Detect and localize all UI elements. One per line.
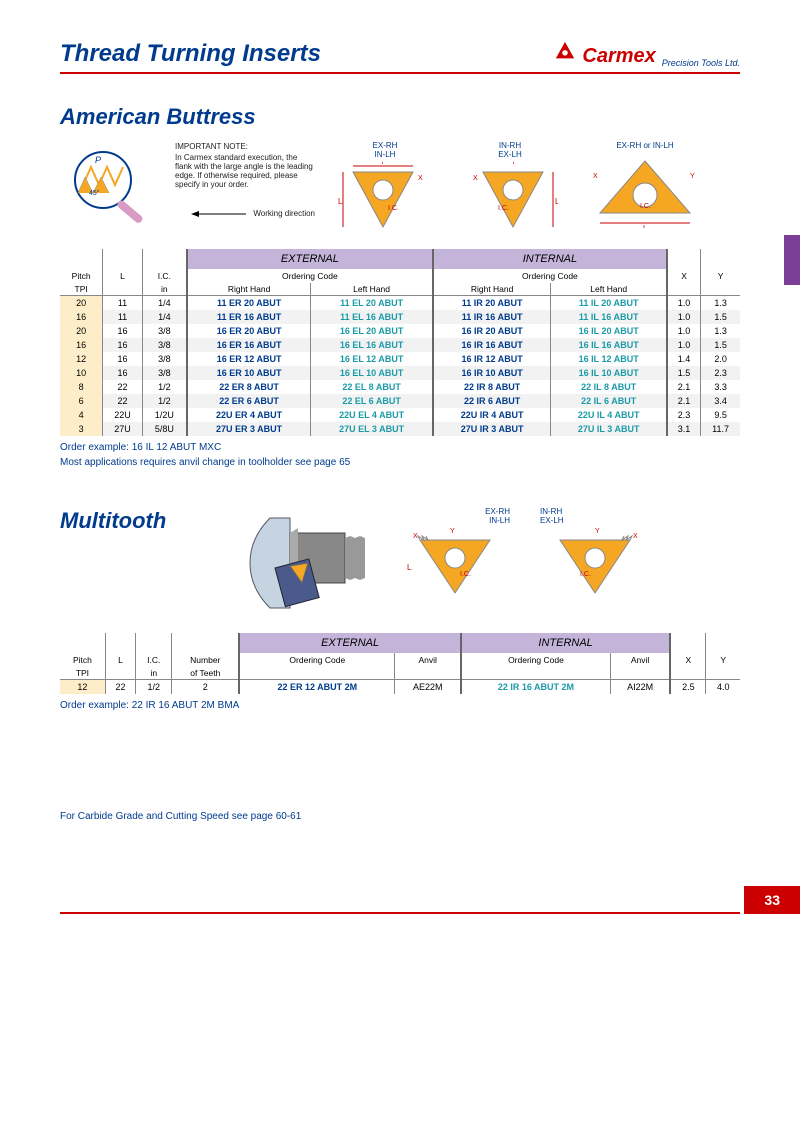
note-body: In Carmex standard execution, the flank … — [175, 153, 315, 189]
catalog-page: Thread Turning Inserts Carmex Precision … — [0, 0, 800, 914]
multi-insert-inrh: IN-RHEX-LH X Y I.C. — [540, 508, 650, 603]
table-american-buttress: EXTERNAL INTERNAL Pitch L I.C. Ordering … — [60, 249, 740, 436]
table-row: 8221/222 ER 8 ABUT22 EL 8 ABUT22 IR 8 AB… — [60, 380, 740, 394]
svg-text:L: L — [338, 197, 343, 206]
svg-text:I.C.: I.C. — [460, 571, 471, 578]
hdr-tpi: TPI — [60, 283, 103, 296]
diag-label: IN-RHEX-LH — [498, 141, 522, 159]
hdr-ic: I.C. — [142, 269, 187, 283]
hdr-blank — [701, 249, 740, 269]
magnifier-diagram: P 45° — [60, 142, 160, 232]
hdr-external: EXTERNAL — [187, 249, 433, 269]
hdr-order: Ordering Code — [187, 269, 433, 283]
multi-insert-exrh: EX-RHIN-LH L X Y I.C. — [400, 508, 510, 603]
svg-text:Y: Y — [380, 162, 385, 166]
hdr-x: X — [667, 269, 701, 283]
hdr-blank — [103, 249, 143, 269]
table-row: 12 22 1/2 2 22 ER 12 ABUT 2M AE22M 22 IR… — [60, 680, 740, 695]
working-direction-label: Working direction — [175, 209, 315, 218]
hdr-external: EXTERNAL — [239, 633, 461, 653]
hdr-in: in — [142, 283, 187, 296]
svg-text:I.C.: I.C. — [388, 205, 399, 212]
diag-label: EX-RH or IN-LH — [616, 141, 673, 150]
svg-text:X: X — [593, 173, 598, 180]
hdr-lh: Left Hand — [551, 283, 667, 296]
table-row: 20111/411 ER 20 ABUT11 EL 20 ABUT11 IR 2… — [60, 296, 740, 311]
page-title: Thread Turning Inserts — [60, 40, 321, 68]
brand-sub: Precision Tools Ltd. — [662, 58, 740, 68]
svg-text:X: X — [633, 533, 638, 540]
hdr-pitch: Pitch — [60, 269, 103, 283]
brand-logo: Carmex Precision Tools Ltd. — [554, 40, 740, 68]
svg-text:L: L — [407, 563, 412, 572]
hdr-internal: INTERNAL — [461, 633, 670, 653]
page-header: Thread Turning Inserts Carmex Precision … — [60, 40, 740, 74]
table-row: 20163/816 ER 20 ABUT16 EL 20 ABUT16 IR 2… — [60, 324, 740, 338]
svg-text:X: X — [413, 533, 418, 540]
svg-text:I.C.: I.C. — [640, 203, 651, 210]
hdr-rh: Right Hand — [187, 283, 311, 296]
table-row: 10163/816 ER 10 ABUT16 EL 10 ABUT16 IR 1… — [60, 366, 740, 380]
svg-text:45°: 45° — [89, 189, 100, 197]
hdr-rh: Right Hand — [433, 283, 551, 296]
svg-text:X: X — [418, 175, 423, 182]
svg-text:Y: Y — [595, 528, 600, 535]
table-row: 327U5/8U27U ER 3 ABUT27U EL 3 ABUT27U IR… — [60, 422, 740, 436]
hdr-internal: INTERNAL — [433, 249, 667, 269]
table-row: 6221/222 ER 6 ABUT22 EL 6 ABUT22 IR 6 AB… — [60, 394, 740, 408]
hdr-blank — [142, 249, 187, 269]
hdr-order: Ordering Code — [433, 269, 667, 283]
hdr-y: Y — [701, 269, 740, 283]
order-example-1: Order example: 16 IL 12 ABUT MXC — [60, 442, 740, 453]
table-row: 12163/816 ER 12 ABUT16 EL 12 ABUT16 IR 1… — [60, 352, 740, 366]
insert-diagram-exrh-inlh: EX-RHIN-LH L Y I.C. X — [330, 142, 440, 237]
hdr-lh: Left Hand — [311, 283, 433, 296]
section-multitooth-title: Multitooth — [60, 508, 200, 534]
page-number: 33 — [744, 886, 800, 914]
svg-text:I.C.: I.C. — [498, 205, 509, 212]
note-title: IMPORTANT NOTE: — [175, 142, 315, 151]
hdr-blank — [60, 249, 103, 269]
svg-text:Y: Y — [450, 528, 455, 535]
order-example-2: Order example: 22 IR 16 ABUT 2M BMA — [60, 700, 740, 711]
hdr-l: L — [103, 269, 143, 283]
svg-text:L: L — [643, 224, 648, 228]
table-row: 16111/411 ER 16 ABUT11 EL 16 ABUT11 IR 1… — [60, 310, 740, 324]
svg-text:L: L — [555, 197, 558, 206]
svg-text:P: P — [95, 155, 101, 165]
svg-text:Y: Y — [690, 173, 695, 180]
svg-text:I.C.: I.C. — [580, 571, 591, 578]
footer-note: For Carbide Grade and Cutting Speed see … — [60, 811, 740, 914]
svg-text:Y: Y — [511, 162, 516, 166]
important-note: IMPORTANT NOTE: In Carmex standard execu… — [175, 142, 315, 218]
svg-text:X: X — [473, 175, 478, 182]
hdr-blank — [667, 249, 701, 269]
table-multitooth: EXTERNAL INTERNAL Pitch L I.C. Number Or… — [60, 633, 740, 694]
section-american-buttress-title: American Buttress — [60, 104, 740, 130]
anvil-note: Most applications requires anvil change … — [60, 457, 740, 468]
multitooth-tool-diagram — [230, 508, 370, 621]
table-row: 16163/816 ER 16 ABUT16 EL 16 ABUT16 IR 1… — [60, 338, 740, 352]
section-multitooth: Multitooth EX-RHIN-LH L X Y I.C. — [60, 508, 740, 711]
table-row: 422U1/2U22U ER 4 ABUT22U EL 4 ABUT22U IR… — [60, 408, 740, 422]
insert-diagram-inrh-exlh: IN-RHEX-LH L I.C. X Y — [455, 142, 565, 237]
diagram-row-1: P 45° IMPORTANT NOTE: In Carmex standard… — [60, 142, 740, 237]
brand-name: Carmex — [582, 45, 655, 68]
logo-icon — [554, 40, 576, 68]
diag-label: EX-RHIN-LH — [373, 141, 398, 159]
insert-diagram-combined: EX-RH or IN-LH L I.C. X Y — [580, 142, 710, 237]
